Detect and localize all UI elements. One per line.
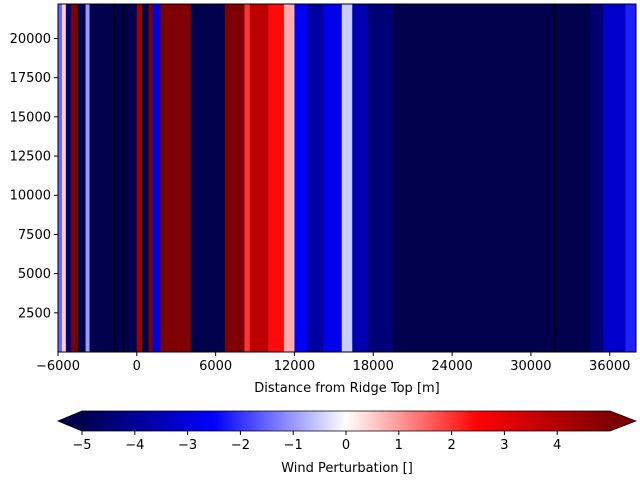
colorbar-tick-label-3: −2	[231, 438, 250, 453]
colorbar-label: Wind Perturbation []	[281, 461, 413, 476]
x-tick-label-2: 6000	[199, 359, 232, 374]
colorbar-gradient	[56, 410, 638, 432]
heatmap-band-20	[268, 4, 285, 352]
heatmap-band-8	[115, 4, 125, 352]
colorbar-tick-label-7: 2	[447, 438, 455, 453]
x-tick-label-5: 24000	[431, 359, 472, 374]
y-tick-label-5: 15000	[10, 110, 51, 125]
x-axis: −6000 0 6000 12000 18000 24000 30000 36000	[36, 352, 630, 374]
colorbar: −5 −4 −3 −2 −1 0 1 2 3 4	[56, 410, 638, 453]
y-tick-label-7: 20000	[10, 32, 51, 47]
heatmap-band-28	[392, 4, 591, 352]
heatmap-plot-area	[58, 4, 636, 352]
heatmap-band-9	[123, 4, 126, 352]
heatmap-band-3	[71, 4, 79, 352]
heatmap-band-13	[148, 4, 153, 352]
heatmap-band-15	[160, 4, 192, 352]
colorbar-tick-label-0: −5	[72, 438, 91, 453]
heatmap-band-24	[323, 4, 343, 352]
x-tick-label-4: 18000	[353, 359, 394, 374]
y-tick-label-0: 2500	[18, 306, 51, 321]
heatmap-band-10	[124, 4, 138, 352]
y-axis: 2500 5000 7500 10000 12500 15000 17500 20000	[10, 32, 58, 321]
heatmap-band-16	[190, 4, 226, 352]
heatmap-band-14	[152, 4, 161, 352]
heatmap-band-22	[294, 4, 308, 352]
heatmap-band-4	[77, 4, 86, 352]
heatmap-band-27	[368, 4, 394, 352]
y-tick-label-4: 12500	[10, 150, 51, 165]
x-axis-label: Distance from Ridge Top [m]	[254, 381, 440, 396]
colorbar-tick-label-5: 0	[342, 438, 350, 453]
x-tick-label-6: 30000	[510, 359, 551, 374]
heatmap-band-12	[142, 4, 150, 352]
heatmap-band-31	[625, 4, 636, 352]
heatmap-band-25	[341, 4, 353, 352]
heatmap-band-11	[136, 4, 143, 352]
y-tick-label-2: 7500	[18, 228, 51, 243]
colorbar-tick-label-4: −1	[284, 438, 303, 453]
heatmap-band-29	[590, 4, 604, 352]
x-tick-label-0: −6000	[36, 359, 80, 374]
heatmap-band-26	[352, 4, 369, 352]
heatmap-band-6	[89, 4, 115, 352]
heatmap-band-30	[603, 4, 626, 352]
x-tick-label-1: 0	[133, 359, 141, 374]
heatmap-band-0	[58, 4, 63, 352]
heatmap-band-18	[244, 4, 251, 352]
colorbar-tick-label-6: 1	[395, 438, 403, 453]
y-tick-label-1: 5000	[18, 267, 51, 282]
heatmap-band-5	[85, 4, 90, 352]
colorbar-tick-label-1: −4	[125, 438, 144, 453]
heatmap-band-17	[224, 4, 245, 352]
heatmap-band-7	[114, 4, 117, 352]
x-tick-label-3: 12000	[274, 359, 315, 374]
colorbar-tick-label-8: 3	[500, 438, 508, 453]
heatmap-band-2	[65, 4, 72, 352]
colorbar-tick-label-2: −3	[178, 438, 197, 453]
heatmap-band-21	[283, 4, 295, 352]
heatmap-band-19	[249, 4, 269, 352]
heatmap-band-23	[307, 4, 324, 352]
x-tick-label-7: 36000	[589, 359, 630, 374]
y-tick-label-6: 17500	[10, 71, 51, 86]
heatmap-band-1	[61, 4, 67, 352]
y-tick-label-3: 10000	[10, 189, 51, 204]
contour-lines	[113, 4, 556, 352]
colorbar-ticks: −5 −4 −3 −2 −1 0 1 2 3 4	[72, 431, 561, 453]
colorbar-tick-label-9: 4	[553, 438, 561, 453]
plot-frame	[57, 3, 637, 353]
